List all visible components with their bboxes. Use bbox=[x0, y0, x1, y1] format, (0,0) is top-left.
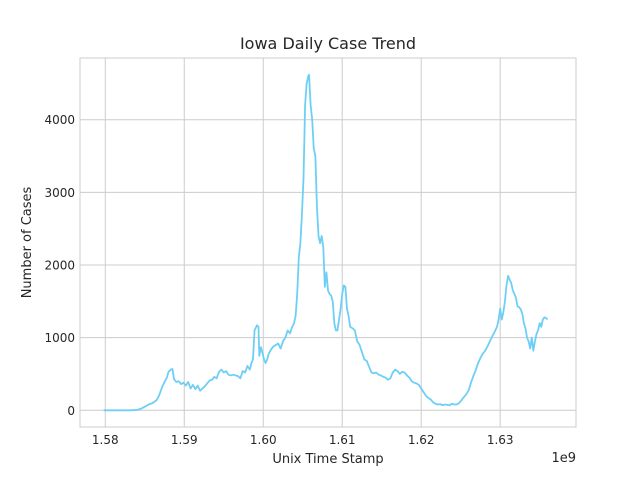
series-layer bbox=[103, 73, 549, 412]
x-axis-offset-label: 1e9 bbox=[551, 451, 576, 466]
chart-title: Iowa Daily Case Trend bbox=[240, 34, 416, 53]
y-tick-label: 0 bbox=[67, 404, 75, 418]
axes-frame bbox=[79, 57, 577, 428]
y-axis-label: Number of Cases bbox=[20, 186, 35, 298]
y-tick-labels: 0 1000 2000 3000 4000 bbox=[44, 113, 75, 418]
x-tick-label: 1.61 bbox=[329, 433, 356, 447]
y-tick-label: 3000 bbox=[44, 186, 75, 200]
x-tick-labels: 1.58 1.59 1.60 1.61 1.62 1.63 bbox=[92, 433, 514, 447]
series-line bbox=[103, 73, 549, 412]
y-tick-label: 1000 bbox=[44, 331, 75, 345]
y-tick-label: 2000 bbox=[44, 259, 75, 273]
x-tick-label: 1.58 bbox=[92, 433, 119, 447]
x-tick-label: 1.59 bbox=[171, 433, 198, 447]
x-axis-label: Unix Time Stamp bbox=[272, 452, 383, 467]
grid-lines bbox=[80, 58, 576, 427]
x-tick-label: 1.63 bbox=[487, 433, 514, 447]
x-tick-label: 1.60 bbox=[250, 433, 277, 447]
y-tick-label: 4000 bbox=[44, 113, 75, 127]
x-tick-label: 1.62 bbox=[408, 433, 435, 447]
